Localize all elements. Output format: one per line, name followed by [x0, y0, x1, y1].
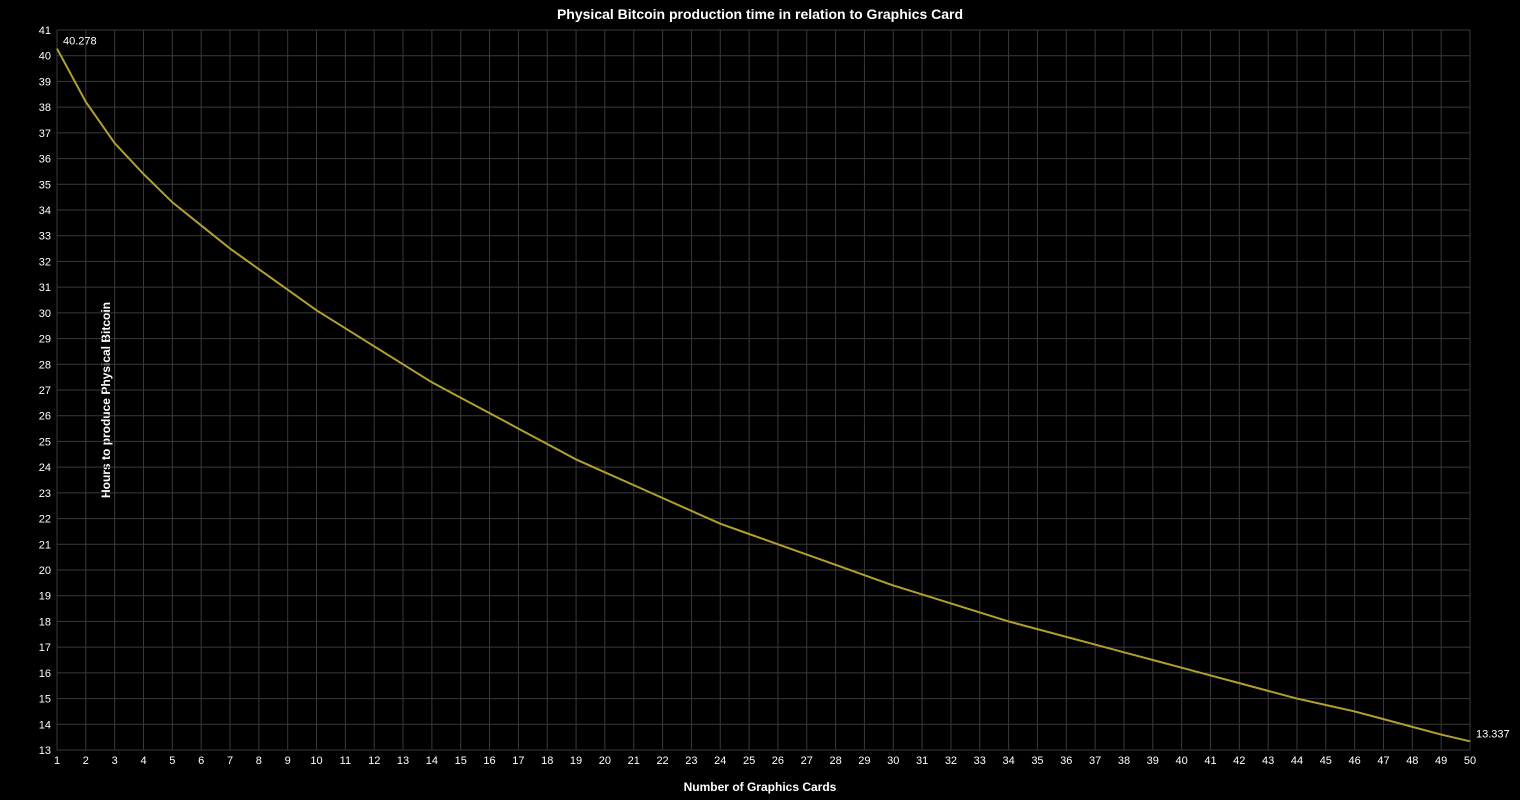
svg-text:30: 30	[887, 755, 899, 767]
svg-text:27: 27	[39, 385, 51, 397]
chart-container: Physical Bitcoin production time in rela…	[0, 0, 1520, 800]
svg-text:33: 33	[974, 755, 986, 767]
svg-text:5: 5	[169, 755, 175, 767]
svg-text:9: 9	[285, 755, 291, 767]
svg-text:44: 44	[1291, 755, 1303, 767]
svg-text:30: 30	[39, 308, 51, 320]
data-labels: 40.278 13.337	[63, 36, 1510, 741]
svg-text:34: 34	[1002, 755, 1014, 767]
svg-text:32: 32	[945, 755, 957, 767]
svg-text:23: 23	[685, 755, 697, 767]
svg-text:28: 28	[829, 755, 841, 767]
svg-text:40: 40	[1176, 755, 1188, 767]
svg-text:8: 8	[256, 755, 262, 767]
svg-text:21: 21	[628, 755, 640, 767]
svg-text:37: 37	[1089, 755, 1101, 767]
svg-text:1: 1	[54, 755, 60, 767]
svg-text:20: 20	[39, 565, 51, 577]
svg-text:15: 15	[39, 694, 51, 706]
svg-text:14: 14	[426, 755, 438, 767]
svg-text:6: 6	[198, 755, 204, 767]
svg-text:40: 40	[39, 51, 51, 63]
svg-text:27: 27	[801, 755, 813, 767]
svg-text:35: 35	[39, 179, 51, 191]
svg-text:39: 39	[39, 76, 51, 88]
svg-text:40.278: 40.278	[63, 36, 97, 48]
svg-text:15: 15	[455, 755, 467, 767]
svg-text:49: 49	[1435, 755, 1447, 767]
svg-text:16: 16	[483, 755, 495, 767]
svg-text:48: 48	[1406, 755, 1418, 767]
data-line	[57, 49, 1470, 742]
svg-text:28: 28	[39, 359, 51, 371]
y-axis-ticks: 13 14 15 16 17 18 19 20 21 22 23 24 25 26 27 28 29 30 31 32…	[39, 25, 51, 757]
svg-text:29: 29	[39, 334, 51, 346]
x-axis-ticks: 1234567891011121314151617181920212223242…	[54, 755, 1476, 767]
svg-text:4: 4	[140, 755, 146, 767]
svg-text:50: 50	[1464, 755, 1476, 767]
svg-text:22: 22	[656, 755, 668, 767]
svg-text:33: 33	[39, 231, 51, 243]
svg-text:46: 46	[1349, 755, 1361, 767]
svg-text:36: 36	[1060, 755, 1072, 767]
svg-text:12: 12	[368, 755, 380, 767]
svg-text:13: 13	[397, 755, 409, 767]
grid-lines	[57, 30, 1470, 750]
svg-text:20: 20	[599, 755, 611, 767]
svg-text:37: 37	[39, 128, 51, 140]
svg-text:26: 26	[39, 411, 51, 423]
svg-text:29: 29	[858, 755, 870, 767]
svg-text:31: 31	[39, 282, 51, 294]
svg-text:13.337: 13.337	[1476, 728, 1510, 740]
svg-text:47: 47	[1377, 755, 1389, 767]
svg-text:11: 11	[340, 755, 351, 767]
svg-text:31: 31	[916, 755, 928, 767]
svg-text:32: 32	[39, 256, 51, 268]
svg-text:19: 19	[39, 591, 51, 603]
svg-text:21: 21	[39, 539, 51, 551]
svg-text:25: 25	[743, 755, 755, 767]
svg-text:43: 43	[1262, 755, 1274, 767]
svg-text:10: 10	[310, 755, 322, 767]
svg-text:17: 17	[39, 642, 51, 654]
svg-text:14: 14	[39, 719, 51, 731]
svg-text:38: 38	[1118, 755, 1130, 767]
svg-text:18: 18	[541, 755, 553, 767]
svg-text:3: 3	[112, 755, 118, 767]
svg-text:36: 36	[39, 154, 51, 166]
chart-svg: 1314151617181920212223242526272829303132…	[0, 0, 1520, 800]
svg-text:41: 41	[1204, 755, 1216, 767]
svg-text:25: 25	[39, 436, 51, 448]
svg-text:41: 41	[39, 25, 51, 37]
svg-text:39: 39	[1147, 755, 1159, 767]
svg-text:13: 13	[39, 745, 51, 757]
svg-text:23: 23	[39, 488, 51, 500]
svg-text:24: 24	[714, 755, 726, 767]
svg-text:16: 16	[39, 668, 51, 680]
svg-text:19: 19	[570, 755, 582, 767]
svg-text:24: 24	[39, 462, 51, 474]
svg-text:34: 34	[39, 205, 51, 217]
svg-text:7: 7	[227, 755, 233, 767]
svg-text:26: 26	[772, 755, 784, 767]
svg-text:18: 18	[39, 616, 51, 628]
svg-text:42: 42	[1233, 755, 1245, 767]
svg-text:35: 35	[1031, 755, 1043, 767]
svg-text:2: 2	[83, 755, 89, 767]
svg-text:38: 38	[39, 102, 51, 114]
svg-text:22: 22	[39, 514, 51, 526]
svg-text:45: 45	[1320, 755, 1332, 767]
svg-text:17: 17	[512, 755, 524, 767]
